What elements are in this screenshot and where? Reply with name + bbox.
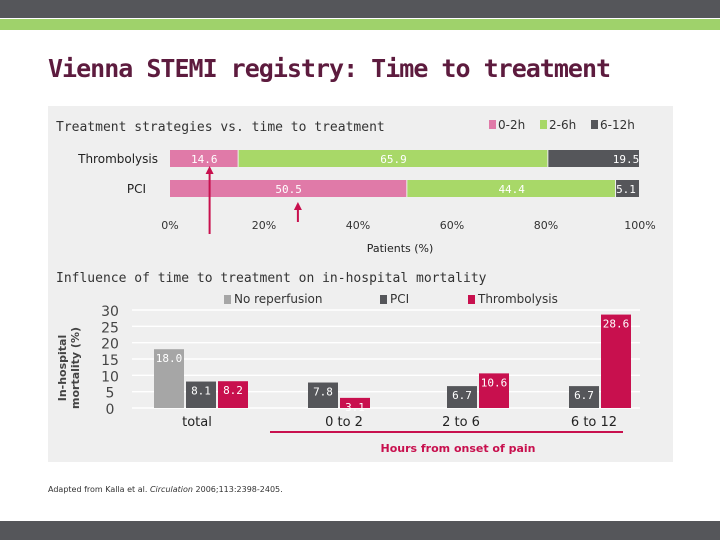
chart2-legend-swatch [380,295,387,304]
chart2-data-label: 3.1 [345,401,365,414]
source-suffix: 2006;113:2398-2405. [192,485,283,494]
chart-panel: Treatment strategies vs. time to treatme… [48,106,673,462]
chart1-category-label: Thrombolysis [77,152,158,166]
source-journal: Circulation [149,485,193,494]
chart2-bar [154,349,184,408]
chart1-data-label: 50.5 [275,183,302,196]
chart2-data-label: 6.7 [574,389,594,402]
chart1-annotation-arrow-head [293,202,302,210]
chart2-category-label: 2 to 6 [442,415,480,430]
chart1-data-label: 14.6 [191,153,218,166]
chart2-category-label: total [182,415,212,430]
chart2-bar [186,381,216,408]
chart2-y-axis-label: In-hospitalmortality (%) [56,327,82,409]
chart2-y-tick-label: 10 [101,369,119,385]
top-dark-bar [0,0,720,18]
chart1-category-label: PCI [127,182,146,196]
chart2-y-tick-label: 20 [101,337,119,353]
chart2-bar [479,373,509,408]
chart1-data-label: 65.9 [380,153,407,166]
chart1-x-tick-label: 100% [624,219,655,232]
chart2-data-label: 28.6 [603,318,630,331]
chart2-legend-swatch [224,295,231,304]
top-green-bar [0,19,720,30]
chart2-title: Influence of time to treatment on in-hos… [56,271,487,286]
chart2-x-axis-label: Hours from onset of pain [380,442,535,455]
chart1-legend-swatch [591,120,598,129]
chart1-bar-segment [238,150,548,167]
chart2-bar [218,381,248,408]
chart2-legend-swatch [468,295,475,304]
charts-svg: Treatment strategies vs. time to treatme… [56,118,656,455]
chart1-bar-segment [548,150,639,167]
source-citation: Adapted from Kalla et al. Circulation 20… [48,485,283,494]
chart1-legend-label: 2-6h [549,118,576,132]
chart1-legend-swatch [489,120,496,129]
chart1-data-label: 5.1 [616,183,636,196]
chart2-y-tick-label: 5 [106,386,115,402]
chart2-bar [340,397,370,408]
chart2-y-tick-label: 0 [106,402,115,418]
chart1-title: Treatment strategies vs. time to treatme… [56,120,385,135]
slide-title: Vienna STEMI registry: Time to treatment [48,54,611,83]
chart1-x-tick-label: 80% [534,219,558,232]
chart1-data-label: 44.4 [498,183,525,196]
chart1-x-tick-label: 40% [346,219,370,232]
chart1-legend-label: 6-12h [600,118,635,132]
chart2-category-label: 6 to 12 [571,415,617,430]
chart2-legend-label: PCI [390,292,409,306]
chart1-bar-segment [616,180,639,197]
chart2-y-tick-label: 15 [101,353,119,369]
chart1-legend-label: 0-2h [498,118,525,132]
chart1-bar-segment [170,150,238,167]
chart2-bar [447,386,477,408]
chart1-x-tick-label: 20% [252,219,276,232]
chart2-legend-label: No reperfusion [234,292,322,306]
chart2-data-label: 6.7 [452,389,472,402]
chart1-data-label: 19.5 [613,153,640,166]
chart2-data-label: 8.2 [223,384,243,397]
chart2-bar [308,382,338,408]
chart1-annotation-arrow-head [205,166,214,174]
chart1-x-tick-label: 0% [161,219,178,232]
chart2-legend-label: Thrombolysis [477,292,558,306]
bottom-dark-bar [0,521,720,540]
chart2-data-label: 18.0 [156,352,183,365]
chart1-x-axis-label: Patients (%) [367,242,434,255]
chart2-data-label: 7.8 [313,386,333,399]
source-prefix: Adapted from Kalla et al. [48,485,150,494]
chart2-data-label: 10.6 [481,376,508,389]
chart1-bar-segment [170,180,407,197]
chart1-legend-swatch [540,120,547,129]
chart2-data-label: 8.1 [191,385,211,398]
chart2-bar [601,314,631,408]
chart1-x-tick-label: 60% [440,219,464,232]
chart2-y-tick-label: 25 [101,320,119,336]
chart2-y-tick-label: 30 [101,304,119,320]
chart2-category-label: 0 to 2 [325,415,363,430]
chart1-bar-segment [407,180,616,197]
chart2-bar [569,386,599,408]
